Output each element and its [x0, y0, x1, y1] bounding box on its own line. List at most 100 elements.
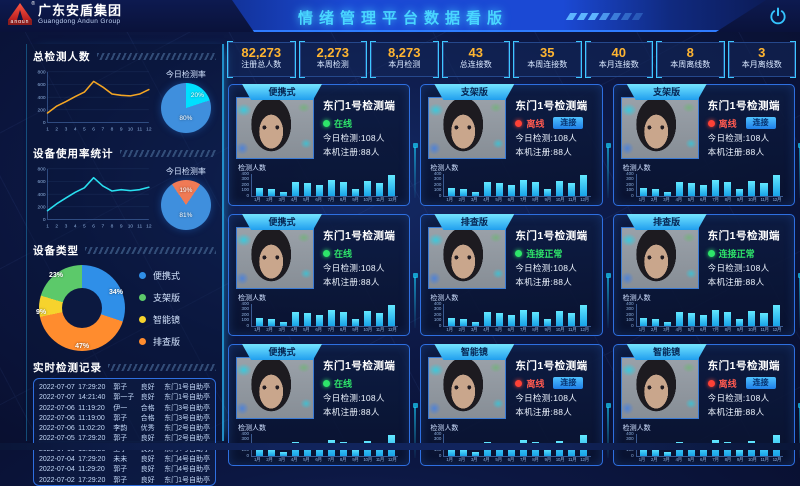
bar — [495, 313, 503, 326]
bar — [664, 191, 672, 196]
y-tick-label: 0 — [631, 192, 634, 198]
x-tick-label: 1月 — [253, 457, 261, 462]
stats-row: 82,273 注册总人数 2,273 本周检测 8,273 本月检测 43 总连接数 35 本周连… — [227, 41, 796, 78]
svg-text:8: 8 — [111, 223, 114, 229]
svg-text:2: 2 — [55, 126, 58, 132]
table-row: 2022-07-07 14:21:40 郭一子 良好 东门1号自助亭 — [39, 393, 210, 403]
x-tick-label: 12月 — [387, 327, 397, 332]
table-row: 2022-07-04 17:29:20 未未 良好 东门4号自助亭 — [39, 455, 210, 465]
bar — [279, 451, 287, 456]
x-tick-label: 4月 — [483, 197, 490, 202]
svg-text:600: 600 — [38, 82, 46, 88]
svg-text:200: 200 — [38, 108, 46, 114]
stat-box: 82,273 注册总人数 — [227, 41, 295, 78]
stat-label: 本月连接数 — [598, 60, 639, 69]
connect-button[interactable]: 连接 — [553, 117, 584, 129]
status-dot-icon — [707, 119, 715, 127]
table-cell: 合格 — [140, 404, 155, 412]
stat-value: 35 — [540, 45, 555, 60]
donut-slice-label: 47% — [75, 343, 90, 350]
status-dot-icon — [707, 379, 715, 387]
x-tick-label: 2月 — [458, 457, 466, 462]
bar — [760, 183, 768, 196]
x-tick-label: 7月 — [519, 327, 527, 332]
status-dot-icon — [707, 249, 715, 257]
x-tick-label: 4月 — [675, 327, 682, 332]
bar — [772, 175, 780, 196]
y-tick-label: 300 — [241, 306, 249, 312]
bar — [279, 191, 287, 196]
x-tick-label: 6月 — [507, 197, 515, 202]
device-card: 排查版 东门1号检测端 连接正常 今日检测:108人 本机注册:88人 检测人数… — [612, 214, 800, 336]
status-text: 离线 — [718, 378, 737, 389]
hatch-decoration — [108, 364, 216, 371]
x-tick-label: 1月 — [638, 457, 646, 462]
bar — [700, 185, 708, 196]
stat-value: 8,273 — [387, 45, 421, 60]
company-logo: ® andun 广东安盾集团 Guangdong Andun Group — [8, 1, 122, 25]
table-cell: 郭子 — [113, 435, 128, 443]
device-registrations: 本机注册:88人 — [515, 277, 573, 287]
bar — [447, 317, 455, 326]
bar-chart-title: 检测人数 — [430, 425, 459, 432]
y-tick-label: 300 — [433, 436, 442, 442]
x-tick-label: 11月 — [760, 457, 769, 462]
table-cell: 良好 — [140, 466, 155, 474]
face-photo — [428, 97, 507, 159]
donut-legend: 便携式 支架版 智能镜 排查版 — [139, 269, 180, 348]
bar — [471, 321, 479, 326]
y-tick-label: 100 — [241, 317, 249, 323]
device-type-tab: 便携式 — [242, 214, 322, 230]
svg-text:5: 5 — [83, 223, 86, 229]
bar — [315, 315, 323, 326]
device-card: 排查版 东门1号检测端 连接正常 今日检测:108人 本机注册:88人 检测人数… — [420, 214, 611, 336]
table-row: 2022-07-04 11:29:20 郭子 良好 东门4号自助亭 — [39, 465, 210, 475]
x-tick-label: 2月 — [266, 327, 273, 332]
table-row: 2022-07-06 11:19:00 郭子 合格 东门3号自助亭 — [39, 414, 210, 424]
svg-text:3: 3 — [65, 126, 68, 132]
x-tick-label: 7月 — [519, 197, 527, 202]
x-tick-label: 2月 — [266, 457, 273, 462]
face-photo — [620, 227, 699, 289]
svg-text:11: 11 — [137, 126, 142, 132]
connect-button[interactable]: 连接 — [745, 117, 776, 129]
y-tick-label: 300 — [241, 436, 249, 442]
y-tick-label: 400 — [626, 431, 634, 436]
bar — [459, 189, 467, 196]
x-tick-label: 6月 — [700, 327, 707, 332]
table-row: 2022-07-05 17:29:20 郭子 良好 东门2号自助亭 — [39, 434, 210, 444]
x-tick-label: 5月 — [687, 197, 695, 202]
bar — [556, 310, 564, 326]
device-name: 东门1号检测端 — [323, 230, 396, 242]
bar — [580, 305, 588, 326]
face-photo — [620, 97, 699, 159]
svg-text:12: 12 — [146, 126, 152, 132]
y-tick-label: 200 — [626, 181, 634, 187]
svg-text:800: 800 — [38, 70, 46, 76]
table-cell: 11:29:20 — [78, 466, 105, 474]
connect-button[interactable]: 连接 — [745, 377, 776, 389]
bar-chart-title: 检测人数 — [622, 425, 651, 432]
legend-item: 支架版 — [139, 291, 180, 304]
x-tick-label: 11月 — [568, 197, 577, 202]
device-registrations: 本机注册:88人 — [323, 277, 380, 287]
bar — [315, 185, 323, 196]
bar — [459, 319, 467, 326]
x-tick-label: 8月 — [724, 327, 732, 332]
x-tick-label: 12月 — [772, 197, 782, 202]
status-dot-icon — [323, 119, 330, 127]
device-registrations: 本机注册:88人 — [515, 407, 573, 417]
power-icon[interactable] — [768, 6, 788, 26]
table-cell: 东门4号自助亭 — [164, 466, 210, 474]
x-tick-label: 9月 — [544, 197, 552, 202]
x-tick-label: 10月 — [748, 457, 757, 462]
connect-button[interactable]: 连接 — [553, 377, 584, 389]
x-tick-label: 3月 — [278, 457, 286, 462]
x-tick-label: 5月 — [495, 457, 502, 462]
bar-chart — [635, 304, 783, 327]
bar — [483, 312, 491, 326]
face-photo — [428, 227, 507, 289]
